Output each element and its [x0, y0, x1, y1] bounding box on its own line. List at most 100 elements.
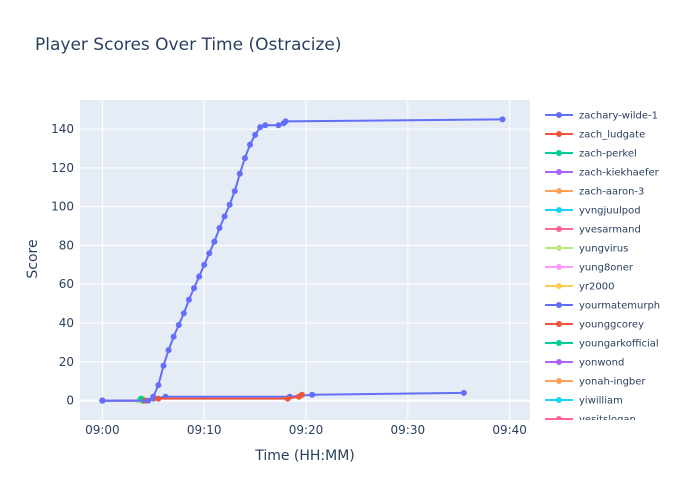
data-point[interactable]	[252, 131, 259, 138]
legend-item-yvngjuulpod[interactable]: yvngjuulpod	[545, 206, 641, 217]
legend-label: zachary-wilde-1	[579, 111, 658, 122]
legend-label: yvesarmand	[579, 225, 641, 236]
legend-label: zach-kiekhaefer	[579, 168, 660, 179]
data-point[interactable]	[231, 188, 238, 195]
legend-label: yiwilliam	[579, 396, 623, 407]
legend-item-younggcorey[interactable]: younggcorey	[545, 320, 644, 331]
legend-swatch-marker	[556, 150, 562, 156]
data-point[interactable]	[180, 310, 187, 317]
legend-item-zach-kiekhaefer[interactable]: zach-kiekhaefer	[545, 168, 660, 179]
legend[interactable]: zachary-wilde-1 zach_ludgate zach-perkel za…	[545, 111, 660, 426]
legend-swatch-marker	[556, 340, 562, 346]
data-point[interactable]	[160, 362, 167, 369]
legend-label: yvngjuulpod	[579, 206, 641, 217]
data-point[interactable]	[211, 238, 218, 245]
legend-label: yonwond	[579, 358, 624, 369]
x-tick-label: 09:00	[85, 423, 120, 437]
legend-swatch-marker	[556, 264, 562, 270]
data-point[interactable]	[196, 273, 203, 280]
legend-swatch-marker	[556, 378, 562, 384]
legend-item-yonwond[interactable]: yonwond	[545, 358, 624, 369]
x-axis-ticks: 09:00 09:10 09:20 09:30 09:40	[85, 423, 527, 437]
legend-swatch-marker	[556, 207, 562, 213]
legend-swatch-marker	[556, 226, 562, 232]
data-point[interactable]	[145, 397, 152, 404]
legend-label: yonah-ingber	[579, 377, 646, 388]
data-point[interactable]	[284, 395, 291, 402]
legend-item-zach-perkel[interactable]: zach-perkel	[545, 149, 637, 160]
data-point[interactable]	[170, 333, 177, 340]
data-point[interactable]	[216, 225, 223, 231]
data-point[interactable]	[309, 391, 316, 398]
legend-swatch-marker	[556, 112, 562, 118]
data-point[interactable]	[206, 250, 213, 257]
legend-item-yung8oner[interactable]: yung8oner	[545, 263, 634, 274]
y-tick-label: 80	[59, 238, 74, 252]
data-point[interactable]	[201, 261, 208, 268]
legend-label: yr2000	[579, 282, 614, 293]
plot-area	[80, 100, 530, 420]
x-tick-label: 09:30	[391, 423, 426, 437]
y-tick-label: 120	[51, 161, 74, 175]
legend-label: yungvirus	[579, 244, 628, 255]
series-layer	[99, 116, 506, 404]
data-point[interactable]	[257, 124, 264, 131]
legend-label: younggcorey	[579, 320, 644, 331]
y-tick-label: 20	[59, 355, 74, 369]
data-point[interactable]	[262, 122, 269, 129]
legend-item-yonah-ingber[interactable]: yonah-ingber	[545, 377, 646, 388]
legend-item-yesitslogan[interactable]: yesitslogan	[545, 415, 636, 426]
data-point[interactable]	[236, 170, 243, 177]
data-point[interactable]	[226, 201, 233, 208]
data-point[interactable]	[99, 397, 106, 404]
y-tick-label: 0	[66, 394, 74, 408]
legend-label: yung8oner	[579, 263, 634, 274]
y-axis-ticks: 0 20 40 60 80 100 120 140	[51, 122, 74, 408]
data-point[interactable]	[150, 393, 157, 400]
data-point[interactable]	[175, 321, 182, 328]
y-tick-label: 40	[59, 316, 74, 330]
legend-swatch-marker	[556, 302, 562, 308]
data-point[interactable]	[499, 116, 506, 123]
data-point[interactable]	[298, 391, 305, 398]
y-tick-label: 100	[51, 200, 74, 214]
data-point[interactable]	[165, 347, 172, 354]
legend-item-yvesarmand[interactable]: yvesarmand	[545, 225, 641, 236]
legend-item-zachary-wilde-1[interactable]: zachary-wilde-1	[545, 111, 658, 122]
legend-item-zach_ludgate[interactable]: zach_ludgate	[545, 130, 645, 141]
data-point[interactable]	[155, 395, 162, 402]
x-axis-title: Time (HH:MM)	[254, 448, 355, 464]
data-point[interactable]	[460, 389, 467, 396]
legend-label: zach_ludgate	[579, 130, 645, 141]
data-point[interactable]	[185, 296, 192, 303]
legend-swatch-marker	[556, 169, 562, 175]
series-zachary-wilde-1[interactable]	[99, 116, 506, 404]
y-tick-label: 140	[51, 122, 74, 136]
data-point[interactable]	[155, 382, 162, 389]
legend-label: yesitslogan	[579, 415, 636, 426]
legend-item-youngarkofficial[interactable]: youngarkofficial	[545, 339, 659, 350]
legend-label: yourmatemurph	[579, 301, 660, 312]
legend-item-yr2000[interactable]: yr2000	[545, 282, 614, 293]
y-tick-label: 60	[59, 277, 74, 291]
legend-item-zach-aaron-3[interactable]: zach-aaron-3	[545, 187, 644, 198]
y-axis-title: Score	[25, 239, 41, 278]
legend-item-yourmatemurph[interactable]: yourmatemurph	[545, 301, 660, 312]
legend-swatch-marker	[556, 188, 562, 194]
data-point[interactable]	[221, 213, 228, 220]
legend-swatch-marker	[556, 416, 562, 420]
legend-label: zach-perkel	[579, 149, 637, 160]
data-point[interactable]	[275, 122, 282, 129]
legend-swatch-marker	[556, 245, 562, 251]
legend-item-yiwilliam[interactable]: yiwilliam	[545, 396, 623, 407]
legend-swatch-marker	[556, 359, 562, 365]
legend-item-yungvirus[interactable]: yungvirus	[545, 244, 628, 255]
legend-swatch-marker	[556, 321, 562, 327]
data-point[interactable]	[247, 141, 254, 148]
data-point[interactable]	[241, 155, 248, 162]
data-point[interactable]	[191, 285, 198, 292]
data-point[interactable]	[282, 118, 289, 125]
x-tick-label: 09:20	[289, 423, 324, 437]
x-tick-label: 09:10	[187, 423, 222, 437]
